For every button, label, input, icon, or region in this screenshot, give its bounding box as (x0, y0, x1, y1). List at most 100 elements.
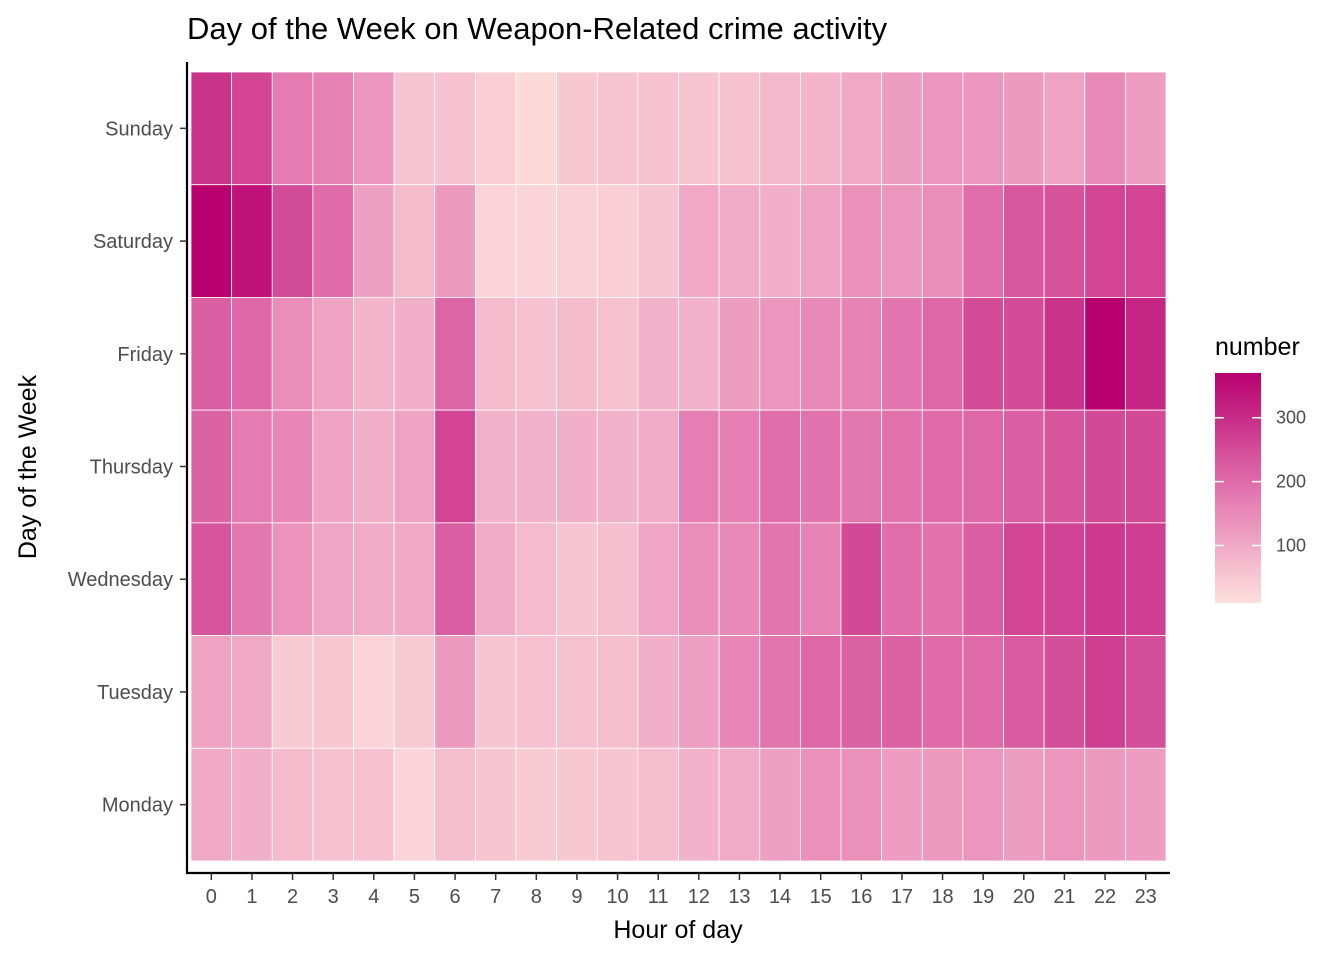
heatmap-cell (190, 635, 233, 749)
heatmap-cell (231, 747, 273, 862)
heatmap-cell (718, 409, 761, 524)
heatmap-cell (353, 184, 395, 298)
heatmap-cell (556, 747, 598, 862)
heatmap-cell (678, 71, 720, 186)
legend-tick-label: 200 (1276, 472, 1306, 492)
legend-title: number (1215, 333, 1300, 361)
heatmap-cell (1043, 184, 1086, 298)
heatmap-cell (799, 184, 842, 298)
heatmap-cell (1043, 522, 1086, 636)
heatmap-cell (921, 184, 964, 298)
x-tick-label: 2 (287, 886, 298, 908)
heatmap-cell (678, 747, 720, 862)
heatmap-cell (353, 747, 395, 862)
heatmap-cell (474, 747, 517, 862)
heatmap-cell (1084, 635, 1126, 749)
x-tick-label: 6 (450, 886, 461, 908)
heatmap-cell (556, 184, 598, 298)
heatmap-cell (799, 522, 842, 636)
y-axis-ticks: Sunday Saturday Friday Thursday Wednesday Tue… (68, 118, 187, 817)
color-legend: number 100 200 300 (1215, 333, 1306, 603)
heatmap-cell (1124, 184, 1167, 298)
heatmap-cell (596, 747, 639, 862)
heatmap-cell (718, 747, 761, 862)
y-tick-label: Tuesday (97, 682, 173, 704)
heatmap-cell (718, 184, 761, 298)
heatmap-cell (231, 635, 273, 749)
heatmap-cell (515, 184, 558, 298)
heatmap-cell (718, 635, 761, 749)
heatmap-cell (881, 297, 923, 411)
x-tick-label: 20 (1013, 886, 1035, 908)
heatmap-cell (759, 747, 801, 862)
heatmap-cell (474, 184, 517, 298)
heatmap-cell (596, 297, 639, 411)
heatmap-cell (312, 184, 354, 298)
chart-title: Day of the Week on Weapon-Related crime … (187, 11, 888, 46)
heatmap-cell (1124, 297, 1167, 411)
heatmap-cell (921, 747, 964, 862)
heatmap-cell (353, 409, 395, 524)
heatmap-cell (393, 747, 436, 862)
heatmap-cell (881, 184, 923, 298)
x-tick-label: 21 (1053, 886, 1075, 908)
heatmap-cell (596, 409, 639, 524)
heatmap-cell (962, 297, 1004, 411)
heatmap-cell (515, 297, 558, 411)
heatmap-cell (393, 184, 436, 298)
heatmap-cell (1003, 747, 1045, 862)
heatmap-cell (962, 409, 1004, 524)
heatmap-cell (515, 747, 558, 862)
heatmap-cell (556, 522, 598, 636)
heatmap-cell (759, 184, 801, 298)
heatmap-cell (1124, 522, 1167, 636)
heatmap-cell (353, 71, 395, 186)
x-tick-label: 3 (328, 886, 339, 908)
x-tick-label: 12 (688, 886, 710, 908)
heatmap-cell (921, 522, 964, 636)
heatmap-cell (637, 635, 679, 749)
heatmap-cell (840, 522, 883, 636)
heatmap-cell (556, 635, 598, 749)
heatmap-cell (190, 409, 233, 524)
legend-colorbar (1215, 373, 1261, 603)
heatmap-cell (596, 635, 639, 749)
heatmap-cell (271, 409, 314, 524)
y-tick-label: Thursday (90, 457, 173, 479)
heatmap-cell (190, 184, 233, 298)
x-tick-label: 0 (206, 886, 217, 908)
y-tick-label: Sunday (105, 118, 173, 140)
heatmap-cell (678, 184, 720, 298)
heatmap-cell (515, 522, 558, 636)
heatmap-cell (596, 71, 639, 186)
heatmap-cell (1003, 297, 1045, 411)
heatmap-cell (678, 635, 720, 749)
heatmap-cell (1003, 409, 1045, 524)
x-tick-label: 9 (571, 886, 582, 908)
heatmap-cell (556, 409, 598, 524)
heatmap-cell (312, 747, 354, 862)
heatmap-cells (190, 71, 1167, 862)
x-tick-label: 23 (1135, 886, 1157, 908)
x-tick-label: 10 (606, 886, 628, 908)
heatmap-cell (637, 297, 679, 411)
heatmap-cell (718, 71, 761, 186)
heatmap-cell (231, 71, 273, 186)
x-tick-label: 4 (368, 886, 379, 908)
heatmap-cell (921, 71, 964, 186)
heatmap-cell (271, 635, 314, 749)
heatmap-cell (799, 297, 842, 411)
heatmap-cell (434, 409, 476, 524)
heatmap-cell (1124, 71, 1167, 186)
heatmap-cell (393, 297, 436, 411)
heatmap-cell (1043, 297, 1086, 411)
heatmap-cell (840, 184, 883, 298)
heatmap-cell (1084, 522, 1126, 636)
heatmap-cell (799, 409, 842, 524)
heatmap-cell (474, 409, 517, 524)
x-tick-label: 11 (648, 886, 669, 908)
heatmap-cell (1003, 522, 1045, 636)
heatmap-cell (1043, 71, 1086, 186)
heatmap-cell (393, 71, 436, 186)
